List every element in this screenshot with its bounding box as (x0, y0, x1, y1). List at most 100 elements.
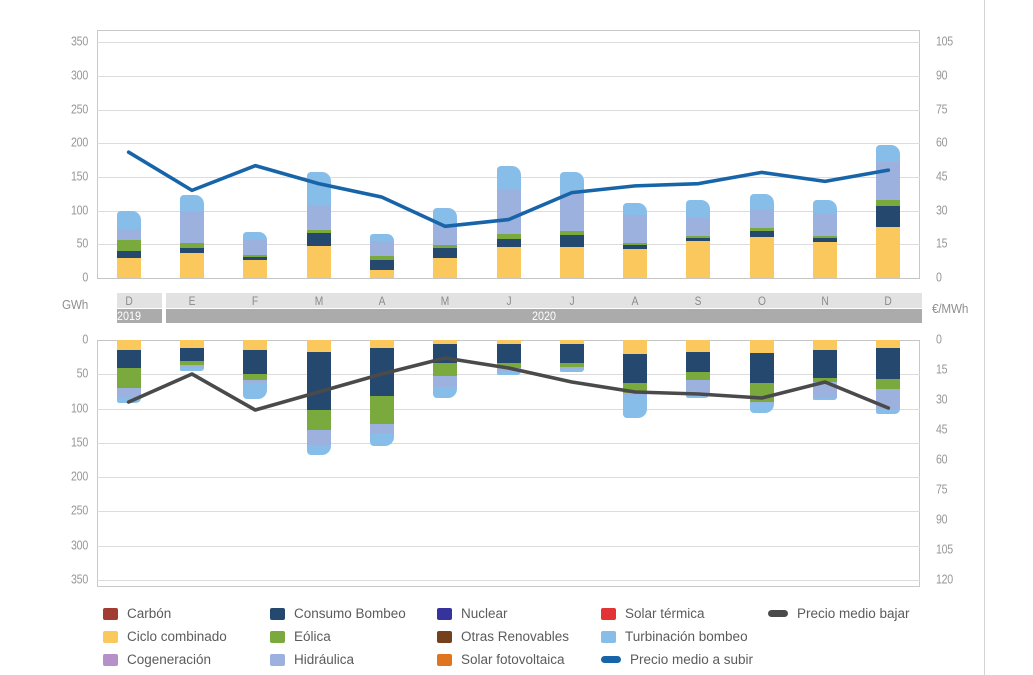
bar-segment-consumo_bombeo[interactable] (686, 238, 711, 241)
legend-item-ciclo_combinado[interactable]: Ciclo combinado (103, 629, 227, 644)
bar-segment-turbinacion_bombeo[interactable] (433, 207, 458, 223)
bar-segment-hidraulica[interactable] (369, 240, 394, 256)
bar-segment-ciclo_combinado[interactable] (496, 340, 521, 345)
bar-segment-eolica[interactable] (369, 396, 394, 425)
legend-item-otras_renovables[interactable]: Otras Renovables (437, 629, 569, 644)
bar-segment-ciclo_combinado[interactable] (116, 257, 141, 278)
bar-segment-ciclo_combinado[interactable] (243, 259, 268, 278)
bar-segment-hidraulica[interactable] (306, 205, 331, 231)
legend-item-precio_subir[interactable]: Precio medio a subir (601, 652, 753, 667)
bar-segment-turbinacion_bombeo[interactable] (559, 172, 584, 194)
bar-segment-turbinacion_bombeo[interactable] (813, 396, 838, 400)
bar-segment-consumo_bombeo[interactable] (813, 349, 838, 379)
bar-segment-hidraulica[interactable] (116, 388, 141, 399)
bar-segment-hidraulica[interactable] (686, 217, 711, 236)
bar-segment-ciclo_combinado[interactable] (433, 340, 458, 345)
bar-segment-consumo_bombeo[interactable] (433, 248, 458, 259)
bar-segment-eolica[interactable] (559, 363, 584, 368)
legend-item-consumo_bombeo[interactable]: Consumo Bombeo (270, 606, 406, 621)
bar-segment-turbinacion_bombeo[interactable] (559, 368, 584, 372)
bar-segment-eolica[interactable] (686, 235, 711, 239)
bar-segment-turbinacion_bombeo[interactable] (813, 200, 838, 214)
bar-segment-turbinacion_bombeo[interactable] (369, 234, 394, 241)
legend-item-nuclear[interactable]: Nuclear (437, 606, 508, 621)
bar-segment-consumo_bombeo[interactable] (876, 348, 901, 380)
legend-item-eolica[interactable]: Eólica (270, 629, 331, 644)
bar-segment-hidraulica[interactable] (116, 228, 141, 240)
bar-segment-hidraulica[interactable] (369, 424, 394, 433)
bar-segment-hidraulica[interactable] (749, 209, 774, 229)
bar-segment-eolica[interactable] (116, 368, 141, 388)
bar-segment-ciclo_combinado[interactable] (623, 340, 648, 354)
bar-segment-eolica[interactable] (559, 230, 584, 235)
bar-segment-ciclo_combinado[interactable] (306, 246, 331, 278)
bar-segment-hidraulica[interactable] (496, 189, 521, 235)
legend-item-cogeneracion[interactable]: Cogeneración (103, 652, 211, 667)
bar-segment-turbinacion_bombeo[interactable] (179, 195, 204, 212)
bar-segment-turbinacion_bombeo[interactable] (876, 408, 901, 415)
legend-item-solar_fotovoltaica[interactable]: Solar fotovoltaica (437, 652, 565, 667)
bar-segment-eolica[interactable] (813, 236, 838, 238)
bar-segment-hidraulica[interactable] (179, 211, 204, 243)
bar-segment-eolica[interactable] (686, 372, 711, 381)
bar-segment-ciclo_combinado[interactable] (179, 253, 204, 278)
bar-segment-turbinacion_bombeo[interactable] (369, 432, 394, 446)
bar-segment-eolica[interactable] (306, 409, 331, 430)
bar-segment-consumo_bombeo[interactable] (116, 251, 141, 258)
bar-segment-consumo_bombeo[interactable] (369, 259, 394, 270)
bar-segment-hidraulica[interactable] (559, 367, 584, 369)
bar-segment-consumo_bombeo[interactable] (179, 348, 204, 362)
bar-segment-turbinacion_bombeo[interactable] (243, 232, 268, 240)
bar-segment-turbinacion_bombeo[interactable] (306, 444, 331, 455)
bar-segment-consumo_bombeo[interactable] (306, 352, 331, 410)
bar-segment-ciclo_combinado[interactable] (623, 249, 648, 278)
bar-segment-eolica[interactable] (623, 383, 648, 394)
bar-segment-hidraulica[interactable] (433, 222, 458, 245)
bar-segment-consumo_bombeo[interactable] (496, 344, 521, 364)
bar-segment-eolica[interactable] (116, 239, 141, 252)
bar-segment-eolica[interactable] (496, 363, 521, 369)
bar-segment-eolica[interactable] (243, 374, 268, 380)
bar-segment-ciclo_combinado[interactable] (686, 340, 711, 353)
bar-segment-eolica[interactable] (306, 230, 331, 233)
bar-segment-eolica[interactable] (179, 242, 204, 248)
bar-segment-eolica[interactable] (179, 361, 204, 366)
bar-segment-turbinacion_bombeo[interactable] (686, 199, 711, 218)
bar-segment-ciclo_combinado[interactable] (369, 269, 394, 278)
bar-segment-turbinacion_bombeo[interactable] (179, 368, 204, 371)
bar-segment-eolica[interactable] (876, 199, 901, 206)
bar-segment-consumo_bombeo[interactable] (623, 244, 648, 249)
bar-segment-turbinacion_bombeo[interactable] (749, 403, 774, 414)
bar-segment-hidraulica[interactable] (749, 401, 774, 404)
bar-segment-ciclo_combinado[interactable] (179, 340, 204, 349)
bar-segment-consumo_bombeo[interactable] (496, 238, 521, 247)
bar-segment-ciclo_combinado[interactable] (749, 236, 774, 278)
bar-segment-consumo_bombeo[interactable] (116, 350, 141, 369)
bar-segment-consumo_bombeo[interactable] (306, 232, 331, 247)
legend-item-solar_termica[interactable]: Solar térmica (601, 606, 705, 621)
bar-segment-ciclo_combinado[interactable] (559, 246, 584, 278)
bar-segment-consumo_bombeo[interactable] (243, 257, 268, 260)
bar-segment-eolica[interactable] (369, 255, 394, 260)
bar-segment-ciclo_combinado[interactable] (813, 340, 838, 350)
bar-segment-eolica[interactable] (876, 379, 901, 390)
bar-segment-turbinacion_bombeo[interactable] (496, 370, 521, 375)
bar-segment-ciclo_combinado[interactable] (749, 340, 774, 354)
bar-segment-hidraulica[interactable] (813, 213, 838, 237)
bar-segment-ciclo_combinado[interactable] (813, 241, 838, 278)
bar-segment-ciclo_combinado[interactable] (243, 340, 268, 351)
bar-segment-consumo_bombeo[interactable] (813, 237, 838, 242)
bar-segment-hidraulica[interactable] (243, 379, 268, 384)
bar-segment-turbinacion_bombeo[interactable] (243, 383, 268, 399)
bar-segment-consumo_bombeo[interactable] (749, 231, 774, 237)
bar-segment-eolica[interactable] (433, 363, 458, 377)
bar-segment-ciclo_combinado[interactable] (686, 240, 711, 278)
bar-segment-consumo_bombeo[interactable] (179, 247, 204, 254)
bar-segment-ciclo_combinado[interactable] (433, 258, 458, 278)
legend-item-turbinacion_bombeo[interactable]: Turbinación bombeo (601, 629, 748, 644)
bar-segment-hidraulica[interactable] (876, 162, 901, 200)
bar-segment-ciclo_combinado[interactable] (876, 227, 901, 278)
bar-segment-consumo_bombeo[interactable] (559, 234, 584, 247)
bar-segment-consumo_bombeo[interactable] (749, 353, 774, 384)
bar-segment-turbinacion_bombeo[interactable] (623, 394, 648, 419)
